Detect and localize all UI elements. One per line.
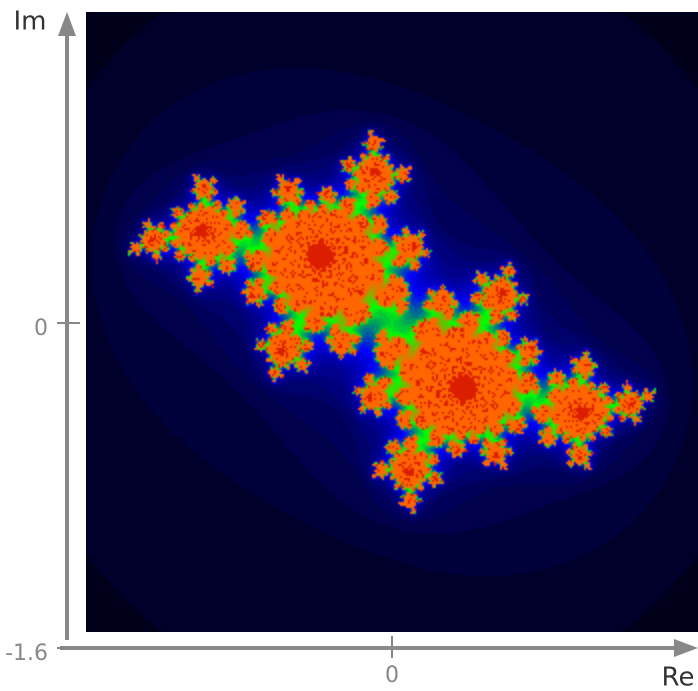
y-axis-label: Im (14, 7, 47, 37)
fractal-image (86, 12, 698, 632)
y-tick-label: 0 (34, 316, 48, 341)
x-axis-arrow (674, 639, 698, 657)
y-axis-arrow (58, 12, 76, 36)
x-tick-label: 0 (385, 663, 399, 688)
x-axis-label: Re (662, 663, 695, 691)
y-tick-label: -1.6 (5, 641, 48, 666)
